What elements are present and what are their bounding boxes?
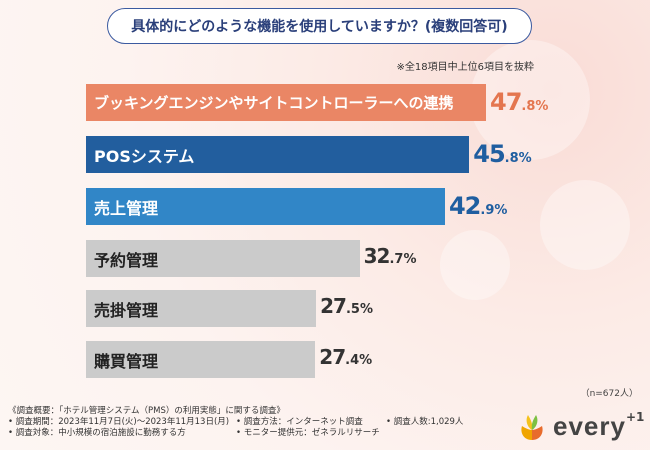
value-integer: 27 xyxy=(319,345,346,369)
bar-label: 売掛管理 xyxy=(94,300,159,320)
every-logo-icon xyxy=(521,414,543,440)
background-bokeh xyxy=(470,40,590,160)
bar-label: 購買管理 xyxy=(94,351,159,371)
survey-overview: 《調査概要：「ホテル管理システム（PMS）の利用実態」に関する調査》 xyxy=(8,406,285,416)
background-bokeh xyxy=(540,180,630,270)
survey-count: • 調査人数:1,029人 xyxy=(386,417,464,427)
survey-target: • 調査対象：中小規模の宿泊施設に勤務する方 xyxy=(8,428,186,438)
value-integer: 45 xyxy=(473,140,505,168)
chart-title-text: 具体的にどのような機能を使用していますか？(複数回答可) xyxy=(131,19,508,35)
bar-label: ブッキングエンジンやサイトコントローラーへの連携 xyxy=(94,94,454,112)
logo-text: every xyxy=(553,411,626,441)
value-integer: 42 xyxy=(448,192,481,220)
value-decimal: .8% xyxy=(504,151,532,166)
value-label: 47.8% xyxy=(490,88,548,116)
value-label: 45.8% xyxy=(473,140,531,168)
survey-period: • 調査期間：2023年11月7日(火)〜2023年11月13日(月) xyxy=(8,417,230,427)
survey-method: • 調査方法：インターネット調査 xyxy=(236,417,363,427)
value-integer: 47 xyxy=(490,88,522,116)
value-decimal: .5% xyxy=(345,302,373,317)
survey-provider: • モニター提供元：ゼネラルリサーチ xyxy=(236,428,380,438)
bar-label: POSシステム xyxy=(94,146,195,166)
value-integer: 27 xyxy=(320,294,347,318)
bar: POSシステム xyxy=(86,136,470,173)
excerpt-note: ※全18項目中上位6項目を抜粋 xyxy=(396,62,534,73)
sample-size-note: （n=672人） xyxy=(580,389,638,399)
survey-footer: 《調査概要：「ホテル管理システム（PMS）の利用実態」に関する調査》 • 調査期… xyxy=(8,406,478,439)
value-label: 32.7% xyxy=(364,244,417,268)
bar-label: 売上管理 xyxy=(94,198,159,218)
value-decimal: .8% xyxy=(521,99,549,114)
value-label: 27.5% xyxy=(320,294,373,318)
value-label: 27.4% xyxy=(319,345,372,369)
value-decimal: .7% xyxy=(389,252,417,267)
every-logo: every +1 xyxy=(517,409,645,442)
background-bokeh xyxy=(440,230,510,300)
bar: 売掛管理 xyxy=(86,290,317,327)
bar: 売上管理 xyxy=(86,188,445,225)
logo-plus: +1 xyxy=(625,409,645,424)
bar: ブッキングエンジンやサイトコントローラーへの連携 xyxy=(86,84,486,121)
chart-title: 具体的にどのような機能を使用していますか？(複数回答可) xyxy=(107,8,532,44)
bar: 予約管理 xyxy=(86,240,360,277)
value-decimal: .4% xyxy=(345,353,373,368)
value-label: 42.9% xyxy=(449,192,507,220)
bar: 購買管理 xyxy=(86,341,316,378)
value-integer: 32 xyxy=(363,244,391,268)
bar-label: 予約管理 xyxy=(94,250,159,270)
value-decimal: .9% xyxy=(480,203,508,218)
